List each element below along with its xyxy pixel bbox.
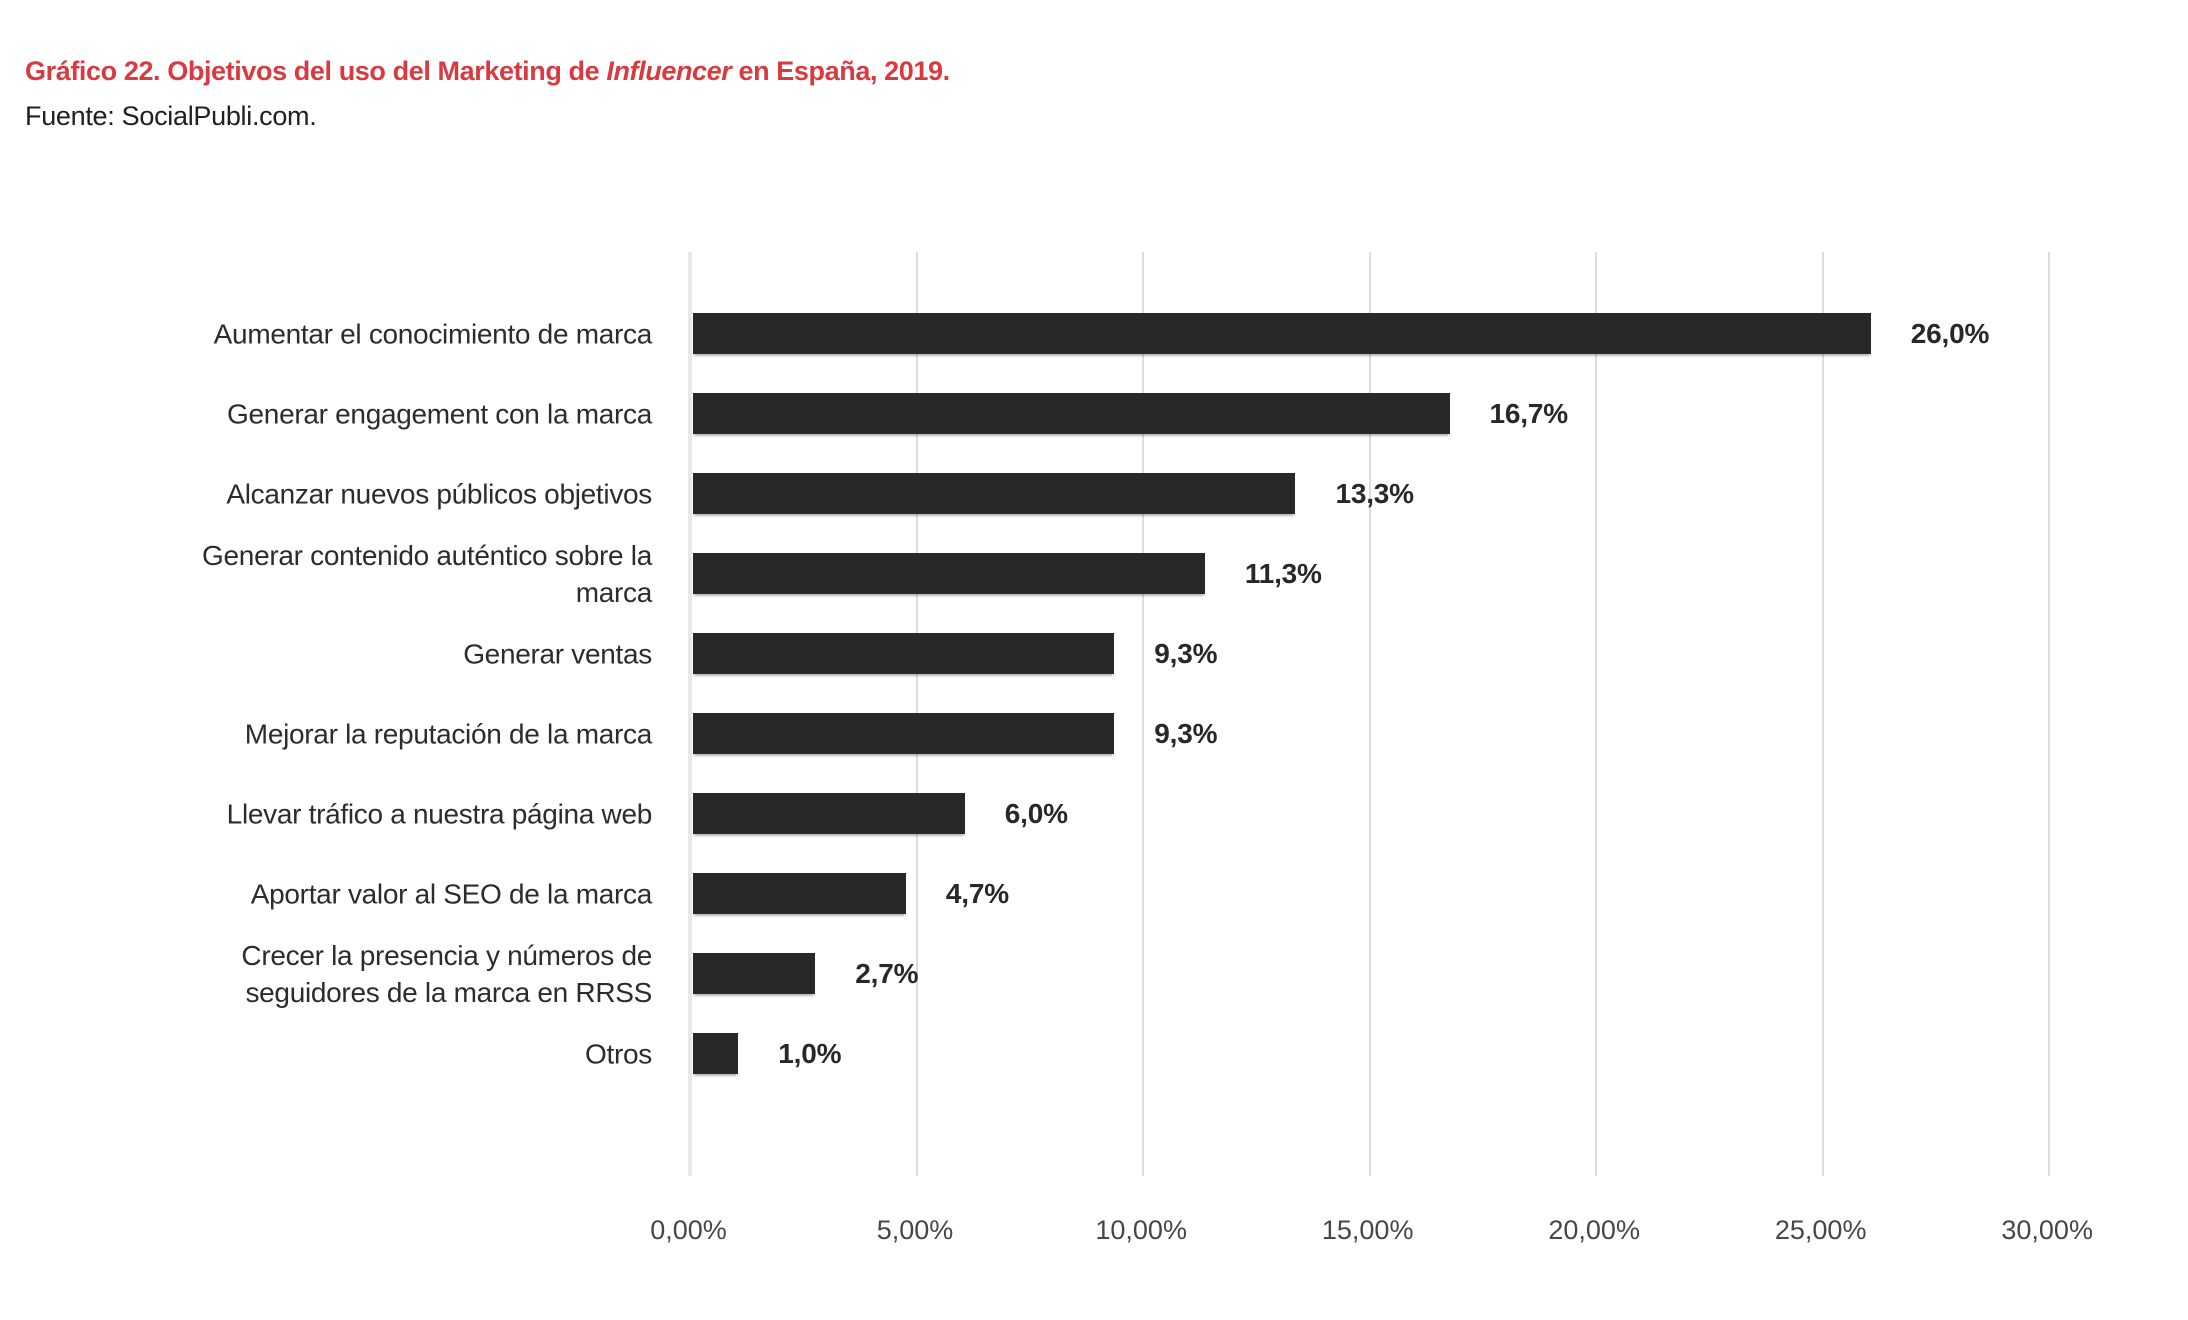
bar <box>693 793 965 834</box>
chart-source: Fuente: SocialPubli.com. <box>25 101 317 131</box>
category-label: Aumentar el conocimiento de marca <box>213 318 653 349</box>
bar <box>693 713 1115 754</box>
category-label: Generar engagement con la marca <box>227 398 652 429</box>
gridline-25 <box>1821 252 1824 1176</box>
x-tick-label-10: 10,00% <box>1095 1215 1187 1245</box>
gridline-15 <box>1368 252 1371 1176</box>
gridline-30 <box>2048 252 2050 1176</box>
value-label: 26,0% <box>1910 317 1990 349</box>
value-label: 16,7% <box>1489 397 1569 429</box>
value-label: 6,0% <box>1004 797 1068 829</box>
gridline-10 <box>1142 252 1144 1176</box>
gridline-20 <box>1595 252 1597 1176</box>
bar <box>693 953 816 994</box>
chart-title-prefix: Gráfico 22. Objetivos del uso del Market… <box>25 56 607 86</box>
category-label: Mejorar la reputación de la marca <box>244 718 653 749</box>
bar <box>693 633 1115 674</box>
bar <box>693 393 1450 434</box>
bar <box>693 313 1871 354</box>
category-label: Otros <box>585 1038 652 1069</box>
value-label: 2,7% <box>855 957 919 989</box>
x-tick-label-25: 25,00% <box>1774 1215 1867 1245</box>
category-label: Alcanzar nuevos públicos objetivos <box>226 478 652 509</box>
bar <box>693 873 906 914</box>
chart-title-suffix: en España, 2019. <box>731 56 950 86</box>
bar <box>693 553 1205 594</box>
category-label: Crecer la presencia y números de seguido… <box>241 939 652 1008</box>
value-label: 9,3% <box>1154 637 1218 669</box>
value-label: 9,3% <box>1154 717 1218 749</box>
chart-title: Gráfico 22. Objetivos del uso del Market… <box>25 56 950 87</box>
x-tick-label-5: 5,00% <box>876 1215 954 1245</box>
value-label: 13,3% <box>1335 477 1414 509</box>
category-label: Generar ventas <box>463 638 652 669</box>
y-axis-line <box>688 252 692 1176</box>
category-label: Llevar tráfico a nuestra página web <box>226 798 653 829</box>
category-label: Aportar valor al SEO de la marca <box>250 878 653 909</box>
value-label: 4,7% <box>945 877 1009 909</box>
x-tick-label-30: 30,00% <box>2001 1215 2093 1245</box>
category-label: Generar contenido auténtico sobre la mar… <box>202 539 652 608</box>
x-tick-label-0: 0,00% <box>650 1215 727 1245</box>
x-tick-label-20: 20,00% <box>1548 1215 1640 1245</box>
bar <box>693 473 1296 514</box>
chart-title-italic: Influencer <box>606 56 732 86</box>
plot-area: Aumentar el conocimiento de marca 26,0% Ge… <box>202 252 2093 1245</box>
value-label: 1,0% <box>778 1037 842 1069</box>
x-tick-label-15: 15,00% <box>1321 1215 1414 1245</box>
value-label: 11,3% <box>1244 557 1322 589</box>
bar <box>693 1033 739 1074</box>
